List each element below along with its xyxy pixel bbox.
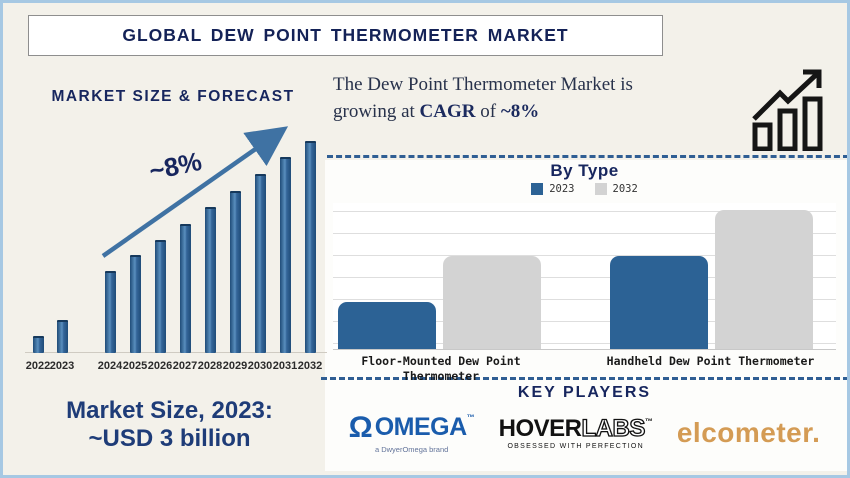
forecast-year-label: 2031	[272, 360, 298, 372]
growth-trend-arrow	[101, 126, 289, 258]
forecast-bar-2032	[304, 141, 316, 353]
bytype-category-handheld: Handheld Dew Point Thermometer	[606, 354, 815, 368]
gridline	[333, 233, 836, 234]
legend-item-2032: 2032	[594, 183, 638, 195]
gridline	[333, 343, 836, 344]
omega-logo: Ω OMEGA ™ a DwyerOmega brand	[348, 410, 475, 454]
forecast-year-label: 2028	[197, 360, 223, 372]
gridline	[333, 211, 836, 212]
legend-item-2023: 2023	[531, 183, 575, 195]
forecast-bar-2028	[204, 207, 216, 353]
growth-chart-icon	[752, 69, 823, 151]
forecast-section-title: MARKET SIZE & FORECAST	[51, 88, 295, 105]
gridline	[333, 255, 836, 256]
forecast-bar-2023	[56, 320, 68, 353]
forecast-bar-2030	[254, 174, 266, 353]
forecast-year-label: 2025	[122, 360, 148, 372]
bytype-legend: 2023 2032	[333, 183, 836, 195]
elcometer-logo: elcometer.	[676, 417, 821, 448]
market-size-line1: Market Size, 2023:	[66, 397, 273, 424]
hoverlabs-logo-text-outline: LABS	[581, 414, 646, 442]
cagr-statement-line1: The Dew Point Thermometer Market is	[333, 74, 633, 95]
forecast-bar-chart: 2022 2023 2024 2025 2026 2027 2028 2029 2030 2031…	[21, 128, 331, 373]
legend-label-2032: 2032	[612, 183, 638, 195]
forecast-year-label: 2029	[222, 360, 248, 372]
forecast-year-label: 2022	[25, 360, 51, 372]
title-banner: GLOBAL DEW POINT THERMOMETER MARKET	[28, 15, 663, 56]
forecast-year-label: 2023	[49, 360, 75, 372]
gridline	[333, 299, 836, 300]
legend-swatch-2023	[531, 183, 544, 195]
forecast-year-label: 2024	[97, 360, 123, 372]
legend-label-2023: 2023	[549, 183, 575, 195]
forecast-bar-2029	[229, 191, 241, 353]
omega-logo-text: OMEGA	[374, 413, 467, 441]
page-title: GLOBAL DEW POINT THERMOMETER MARKET	[122, 25, 569, 45]
forecast-year-label: 2027	[172, 360, 198, 372]
bytype-category-floor-mounted: Floor-Mounted Dew Point Thermometer	[361, 354, 521, 383]
bytype-section-title: By Type	[550, 161, 619, 180]
bytype-bar-2023	[610, 256, 708, 349]
hoverlabs-logo-text-solid: HOVER	[498, 414, 582, 442]
forecast-year-label: 2032	[297, 360, 323, 372]
key-players-title: KEY PLAYERS	[517, 384, 652, 401]
forecast-bar-2025	[129, 255, 141, 353]
forecast-bar-2024	[104, 271, 116, 353]
forecast-bar-2026	[154, 240, 166, 353]
market-size-line2: ~USD 3 billion	[88, 425, 251, 452]
market-size-callout: Market Size, 2023: ~USD 3 billion	[27, 397, 312, 453]
hoverlabs-logo: HOVER LABS ™ OBSESSED WITH PERFECTION	[498, 414, 653, 450]
forecast-bar-2022	[32, 336, 44, 353]
forecast-axis-baseline	[25, 352, 327, 353]
gridline	[333, 321, 836, 322]
forecast-year-label: 2030	[247, 360, 273, 372]
cagr-statement-line2: growing at CAGR of ~8%	[333, 101, 540, 122]
hoverlabs-trademark: ™	[644, 416, 653, 426]
forecast-bar-2027	[179, 224, 191, 353]
bytype-bar-2032	[443, 256, 541, 349]
bytype-plot	[333, 203, 836, 350]
cagr-statement: The Dew Point Thermometer Market is grow…	[333, 71, 743, 125]
key-players-logos: Ω OMEGA ™ a DwyerOmega brand HOVER LABS …	[328, 405, 841, 461]
legend-swatch-2032	[594, 183, 607, 195]
omega-symbol-icon: Ω	[348, 410, 373, 444]
dashed-divider-top	[327, 155, 847, 158]
forecast-year-label: 2026	[147, 360, 173, 372]
dashed-divider-bottom	[321, 377, 847, 380]
bytype-bar-2032	[715, 210, 813, 349]
omega-tagline: a DwyerOmega brand	[374, 444, 449, 454]
gridline	[333, 277, 836, 278]
bytype-bar-2023	[338, 302, 436, 349]
omega-trademark: ™	[466, 412, 475, 422]
hoverlabs-tagline: OBSESSED WITH PERFECTION	[507, 442, 645, 450]
